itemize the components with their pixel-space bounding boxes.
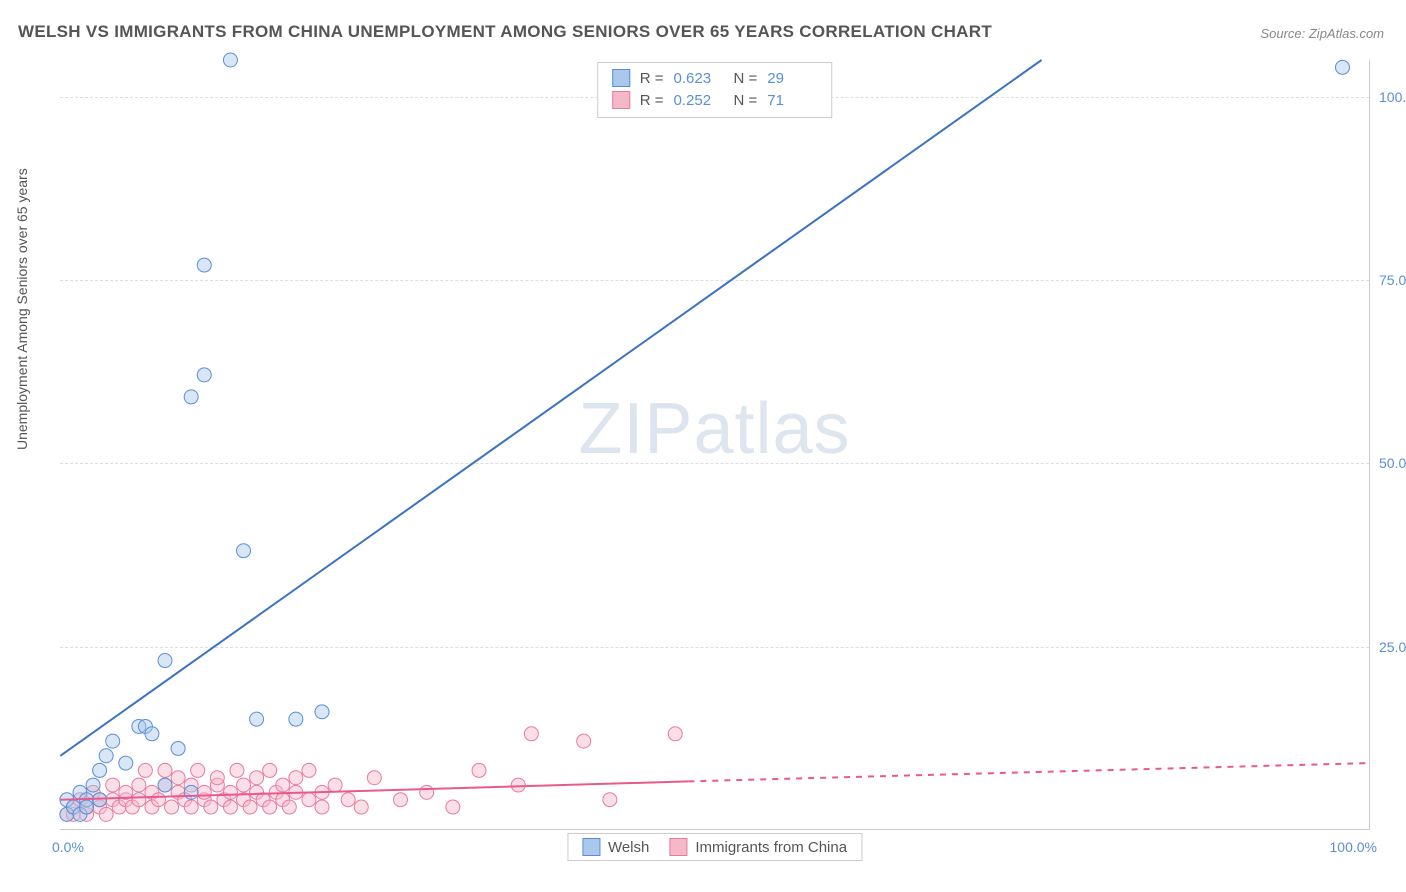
legend-swatch bbox=[582, 838, 600, 856]
y-tick-label: 50.0% bbox=[1379, 455, 1406, 471]
legend-r-label: R = bbox=[640, 92, 664, 109]
data-point bbox=[158, 763, 172, 777]
data-point bbox=[315, 800, 329, 814]
plot-svg bbox=[60, 60, 1369, 829]
data-point bbox=[106, 778, 120, 792]
source-attribution: Source: ZipAtlas.com bbox=[1260, 26, 1384, 41]
data-point bbox=[171, 741, 185, 755]
data-point bbox=[367, 771, 381, 785]
data-point bbox=[668, 727, 682, 741]
legend-r-value: 0.252 bbox=[674, 92, 724, 109]
data-point bbox=[282, 800, 296, 814]
legend-label: Immigrants from China bbox=[695, 839, 847, 856]
data-point bbox=[603, 793, 617, 807]
data-point bbox=[197, 785, 211, 799]
data-point bbox=[93, 793, 107, 807]
chart-title: WELSH VS IMMIGRANTS FROM CHINA UNEMPLOYM… bbox=[18, 22, 992, 42]
data-point bbox=[86, 778, 100, 792]
data-point bbox=[289, 771, 303, 785]
trend-line bbox=[60, 60, 1041, 756]
legend-row: R = 0.623 N = 29 bbox=[612, 67, 818, 89]
data-point bbox=[511, 778, 525, 792]
data-point bbox=[184, 390, 198, 404]
legend-n-label: N = bbox=[734, 92, 758, 109]
data-point bbox=[223, 785, 237, 799]
data-point bbox=[243, 800, 257, 814]
data-point bbox=[158, 654, 172, 668]
correlation-legend: R = 0.623 N = 29 R = 0.252 N = 71 bbox=[597, 62, 833, 118]
y-tick-label: 100.0% bbox=[1379, 89, 1406, 105]
legend-row: R = 0.252 N = 71 bbox=[612, 89, 818, 111]
data-point bbox=[315, 705, 329, 719]
data-point bbox=[1335, 60, 1349, 74]
legend-swatch bbox=[612, 69, 630, 87]
y-axis-label: Unemployment Among Seniors over 65 years bbox=[14, 168, 30, 450]
series-legend: Welsh Immigrants from China bbox=[567, 833, 862, 861]
data-point bbox=[158, 778, 172, 792]
data-point bbox=[354, 800, 368, 814]
legend-item: Welsh bbox=[582, 838, 649, 856]
legend-n-label: N = bbox=[734, 70, 758, 87]
data-point bbox=[184, 785, 198, 799]
data-point bbox=[223, 800, 237, 814]
legend-swatch bbox=[669, 838, 687, 856]
data-point bbox=[524, 727, 538, 741]
legend-item: Immigrants from China bbox=[669, 838, 847, 856]
data-point bbox=[197, 258, 211, 272]
data-point bbox=[302, 763, 316, 777]
x-tick-min: 0.0% bbox=[52, 839, 84, 855]
data-point bbox=[446, 800, 460, 814]
data-point bbox=[210, 771, 224, 785]
data-point bbox=[197, 368, 211, 382]
trend-line-extrapolated bbox=[688, 763, 1368, 781]
data-point bbox=[237, 778, 251, 792]
data-point bbox=[237, 544, 251, 558]
data-point bbox=[472, 763, 486, 777]
data-point bbox=[151, 793, 165, 807]
data-point bbox=[577, 734, 591, 748]
data-point bbox=[289, 712, 303, 726]
legend-n-value: 71 bbox=[767, 92, 817, 109]
y-tick-label: 25.0% bbox=[1379, 639, 1406, 655]
data-point bbox=[420, 785, 434, 799]
legend-swatch bbox=[612, 91, 630, 109]
data-point bbox=[99, 807, 113, 821]
data-point bbox=[99, 749, 113, 763]
data-point bbox=[184, 800, 198, 814]
plot-area: ZIPatlas 25.0%50.0%75.0%100.0% 0.0% 100.… bbox=[60, 60, 1370, 830]
data-point bbox=[328, 778, 342, 792]
data-point bbox=[230, 763, 244, 777]
legend-r-label: R = bbox=[640, 70, 664, 87]
data-point bbox=[106, 734, 120, 748]
data-point bbox=[165, 800, 179, 814]
chart-container: WELSH VS IMMIGRANTS FROM CHINA UNEMPLOYM… bbox=[0, 0, 1406, 892]
data-point bbox=[204, 800, 218, 814]
data-point bbox=[223, 53, 237, 67]
data-point bbox=[302, 793, 316, 807]
data-point bbox=[250, 771, 264, 785]
legend-label: Welsh bbox=[608, 839, 649, 856]
data-point bbox=[394, 793, 408, 807]
data-point bbox=[138, 763, 152, 777]
data-point bbox=[191, 763, 205, 777]
y-tick-label: 75.0% bbox=[1379, 272, 1406, 288]
x-tick-max: 100.0% bbox=[1330, 839, 1377, 855]
data-point bbox=[341, 793, 355, 807]
data-point bbox=[276, 778, 290, 792]
legend-n-value: 29 bbox=[767, 70, 817, 87]
data-point bbox=[119, 756, 133, 770]
data-point bbox=[93, 763, 107, 777]
data-point bbox=[80, 800, 94, 814]
data-point bbox=[263, 763, 277, 777]
data-point bbox=[171, 771, 185, 785]
data-point bbox=[145, 727, 159, 741]
legend-r-value: 0.623 bbox=[674, 70, 724, 87]
data-point bbox=[132, 778, 146, 792]
data-point bbox=[132, 793, 146, 807]
data-point bbox=[250, 712, 264, 726]
data-point bbox=[263, 800, 277, 814]
